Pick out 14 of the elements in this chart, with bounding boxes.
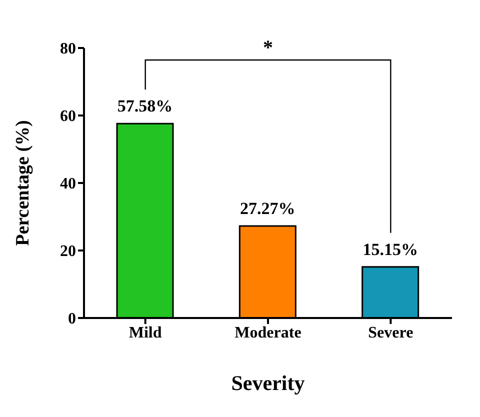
x-tick-label: Severe <box>368 324 414 342</box>
y-axis-title: Percentage (%) <box>12 120 34 246</box>
y-tick-label: 80 <box>60 40 76 58</box>
data-label: 15.15% <box>362 240 418 259</box>
y-tick-label: 40 <box>60 176 76 193</box>
y-tick-label: 0 <box>68 310 76 328</box>
y-tick-label: 60 <box>60 108 76 126</box>
data-label: 57.58% <box>117 96 173 116</box>
x-axis-title: Severity <box>231 371 306 395</box>
x-tick-label: Moderate <box>234 324 302 342</box>
annotation: * <box>263 37 273 59</box>
data-label: 27.27% <box>240 198 296 218</box>
y-tick-label: 20 <box>60 243 76 260</box>
x-tick-label: Mild <box>128 324 162 342</box>
